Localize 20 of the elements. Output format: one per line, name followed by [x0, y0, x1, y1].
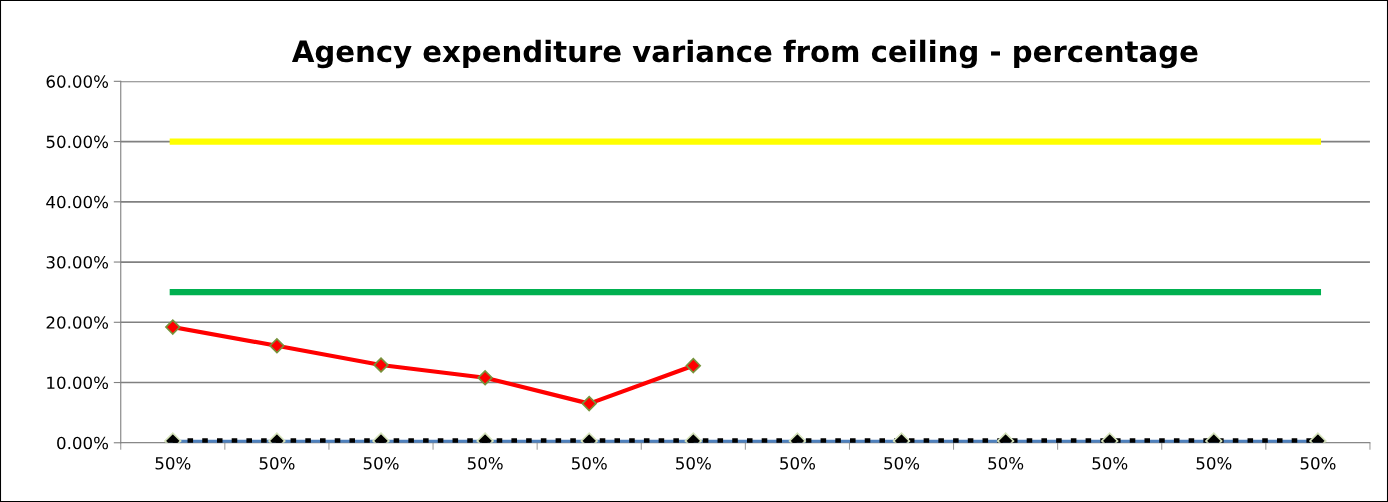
- x-tick-label: 50%: [988, 456, 1024, 470]
- x-tick-label: 50%: [363, 456, 399, 470]
- y-tick-label: 50.00%: [46, 135, 109, 149]
- x-tick-label: 50%: [467, 456, 503, 470]
- x-tick-label: 50%: [1092, 456, 1128, 470]
- y-tick-label: 0.00%: [57, 436, 109, 450]
- x-tick-label: 50%: [676, 456, 711, 470]
- x-tick-label: 50%: [155, 456, 191, 470]
- x-tick-label: 50%: [1196, 456, 1232, 470]
- x-tick-label: 50%: [571, 456, 607, 470]
- x-tick-label: 50%: [884, 456, 920, 470]
- x-tick-label: 50%: [780, 456, 816, 470]
- x-tick-label: 50%: [1300, 456, 1336, 470]
- y-tick-label: 60.00%: [46, 75, 109, 88]
- y-tick-label: 40.00%: [46, 195, 109, 209]
- y-tick-label: 30.00%: [46, 256, 109, 269]
- chart-title: Agency expenditure variance from ceiling - percentage: [291, 39, 1198, 69]
- y-tick-label: 10.00%: [47, 376, 109, 390]
- x-tick-label: 50%: [259, 456, 295, 470]
- y-tick-label: 20.00%: [46, 316, 109, 329]
